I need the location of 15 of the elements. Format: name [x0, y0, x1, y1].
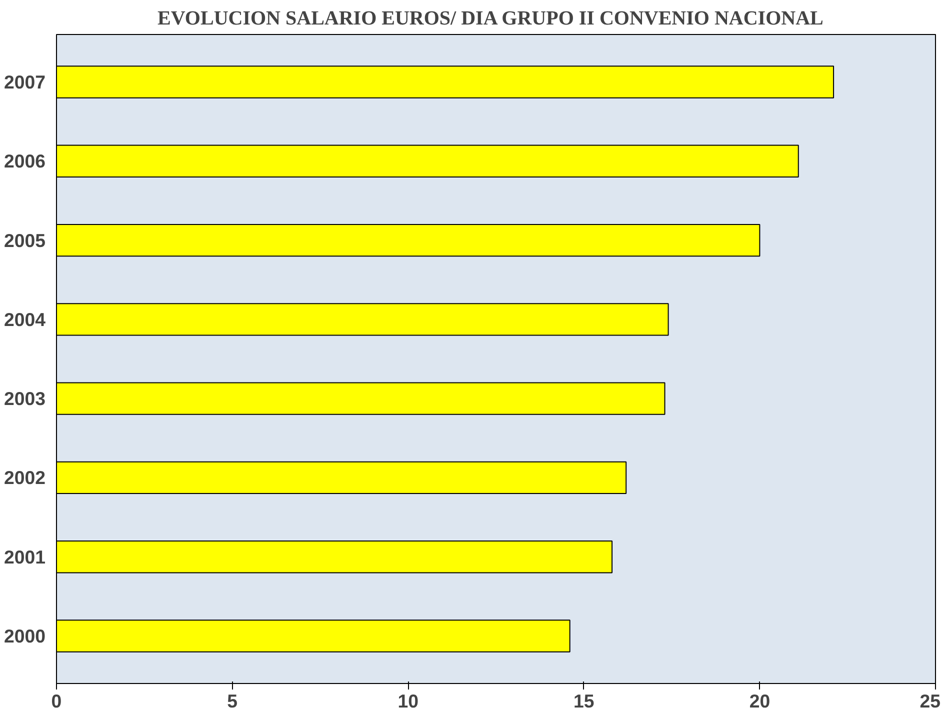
y-tick-label: 2004: [4, 308, 46, 330]
y-tick-label: 2007: [4, 71, 46, 92]
x-tick-label: 20: [749, 690, 770, 712]
x-tick-label: 0: [51, 690, 62, 712]
y-tick-label: 2005: [4, 230, 46, 251]
x-tick-label: 10: [398, 690, 418, 712]
y-tick-label: 2003: [4, 388, 46, 410]
y-tick-label: 2002: [4, 467, 46, 488]
x-tick-label: 15: [574, 690, 594, 712]
chart-title: EVOLUCION SALARIO EUROS/ DIA GRUPO II CONVENIO NACIONAL: [158, 8, 824, 30]
x-tick-label: 25: [920, 690, 941, 712]
x-tick-label: 5: [227, 690, 238, 712]
y-tick-label: 2006: [4, 150, 46, 172]
y-tick-label: 2000: [4, 626, 46, 647]
y-tick-label: 2001: [4, 546, 46, 568]
